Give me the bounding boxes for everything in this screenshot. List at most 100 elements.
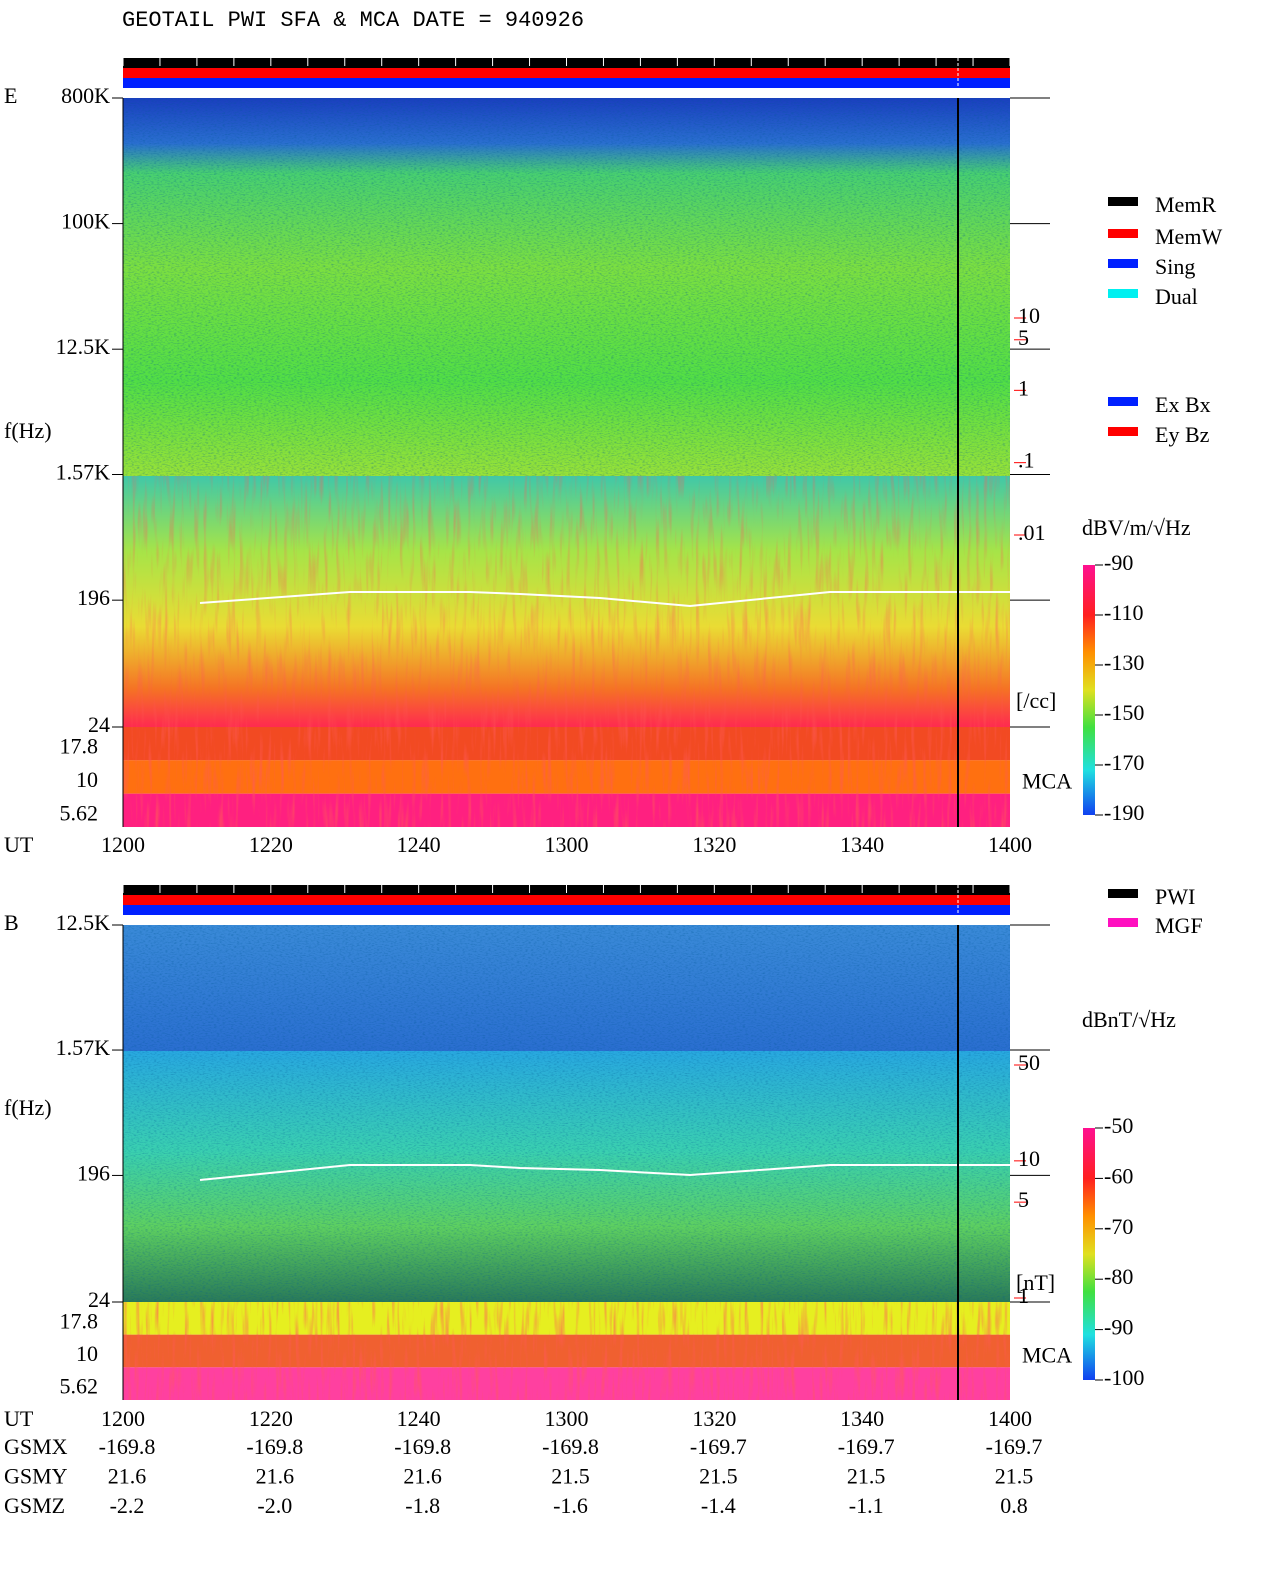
x-tick-label: 1300 xyxy=(545,1406,589,1431)
orbit-value: -1.4 xyxy=(701,1493,736,1518)
colorbar xyxy=(1083,1128,1095,1380)
mca-label: MCA xyxy=(1022,769,1072,794)
orbit-value: 0.8 xyxy=(1000,1493,1028,1518)
legend-label: Ey Bz xyxy=(1155,422,1210,447)
y-tick-label: 100K xyxy=(61,209,110,234)
x-tick-label: 1200 xyxy=(101,1406,145,1431)
y-axis-label: f(Hz) xyxy=(4,1095,52,1120)
colorbar-tick-label: -70 xyxy=(1104,1214,1133,1239)
status-strip xyxy=(123,78,1010,88)
orbit-label: GSMY xyxy=(4,1464,68,1489)
colorbar-tick-label: -50 xyxy=(1104,1113,1133,1138)
legend-swatch xyxy=(1108,889,1138,898)
density-tick-label: 10 xyxy=(1018,303,1040,328)
mca-tick-label: 5.62 xyxy=(60,800,99,825)
orbit-value: -169.7 xyxy=(690,1434,747,1459)
x-tick-label: 1400 xyxy=(988,832,1032,857)
orbit-label: GSMX xyxy=(4,1434,68,1459)
colorbar-tick-label: -170 xyxy=(1104,750,1144,775)
density-tick-label: 1 xyxy=(1018,1283,1029,1308)
y-axis-label: f(Hz) xyxy=(4,418,52,443)
density-tick-label: 1 xyxy=(1018,375,1029,400)
mca-tick-label: 5.62 xyxy=(60,1374,99,1399)
x-axis-label: UT xyxy=(4,1406,34,1431)
legend-label: Ex Bx xyxy=(1155,392,1211,417)
mca-label: MCA xyxy=(1022,1343,1072,1368)
legend-swatch xyxy=(1108,397,1138,406)
orbit-value: -2.0 xyxy=(257,1493,292,1518)
y-tick-label: 1.57K xyxy=(56,1035,111,1060)
legend-label: MemW xyxy=(1155,224,1222,249)
colorbar-tick-label: -90 xyxy=(1104,550,1133,575)
orbit-value: -1.1 xyxy=(849,1493,884,1518)
panel-label: E xyxy=(4,83,17,108)
density-tick-label: .01 xyxy=(1018,520,1046,545)
spectrogram-noise xyxy=(123,476,1010,727)
plasma-line xyxy=(199,591,1010,608)
legend-swatch xyxy=(1108,289,1138,298)
y-tick-label: 800K xyxy=(61,83,110,108)
density-unit: [nT] xyxy=(1016,1270,1055,1295)
mca-tick-label: 17.8 xyxy=(60,734,99,759)
x-tick-label: 1340 xyxy=(840,1406,884,1431)
orbit-value: -169.7 xyxy=(838,1434,895,1459)
orbit-value: -169.8 xyxy=(542,1434,599,1459)
mca-noise xyxy=(123,760,1010,794)
y-tick-label: 196 xyxy=(77,1160,110,1185)
colorbar-tick-label: -80 xyxy=(1104,1264,1133,1289)
status-strip xyxy=(123,905,1010,915)
x-tick-label: 1400 xyxy=(988,1406,1032,1431)
legend-swatch xyxy=(1108,197,1138,206)
x-tick-label: 1240 xyxy=(397,832,441,857)
orbit-value: 21.6 xyxy=(403,1464,442,1489)
orbit-value: 21.5 xyxy=(847,1464,886,1489)
orbit-value: 21.5 xyxy=(699,1464,738,1489)
x-tick-label: 1340 xyxy=(840,832,884,857)
orbit-value: -169.8 xyxy=(246,1434,303,1459)
orbit-value: -2.2 xyxy=(110,1493,145,1518)
mca-noise xyxy=(123,1367,1010,1400)
orbit-value: 21.6 xyxy=(256,1464,295,1489)
plasma-line xyxy=(199,1164,1010,1181)
spectrogram-noise xyxy=(123,1051,1010,1302)
density-tick-label: 10 xyxy=(1018,1146,1040,1171)
x-tick-label: 1300 xyxy=(545,832,589,857)
mca-tick-label: 17.8 xyxy=(60,1308,99,1333)
orbit-value: 21.5 xyxy=(995,1464,1034,1489)
mca-noise xyxy=(123,1302,1010,1335)
x-tick-label: 1240 xyxy=(397,1406,441,1431)
legend-swatch xyxy=(1108,259,1138,268)
orbit-value: -169.8 xyxy=(99,1434,156,1459)
spectrogram-noise xyxy=(123,925,1010,1051)
mca-tick-label: 10 xyxy=(76,1341,98,1366)
legend-label: Sing xyxy=(1155,254,1195,279)
colorbar-tick-label: -150 xyxy=(1104,700,1144,725)
orbit-value: 21.5 xyxy=(551,1464,590,1489)
density-tick-label: 5 xyxy=(1018,325,1029,350)
orbit-value: -169.8 xyxy=(394,1434,451,1459)
density-unit: [/cc] xyxy=(1016,688,1056,713)
mca-noise xyxy=(123,793,1010,827)
legend-swatch xyxy=(1108,427,1138,436)
legend-label: PWI xyxy=(1155,884,1195,909)
orbit-value: -1.8 xyxy=(405,1493,440,1518)
colorbar-tick-label: -90 xyxy=(1104,1315,1133,1340)
status-strip xyxy=(123,895,1010,905)
panel-label: B xyxy=(4,910,19,935)
density-tick-label: 50 xyxy=(1018,1050,1040,1075)
colorbar-label: dBV/m/√Hz xyxy=(1082,515,1191,540)
y-tick-label: 24 xyxy=(88,712,110,737)
spectrogram-noise xyxy=(123,98,1010,476)
orbit-value: 21.6 xyxy=(108,1464,147,1489)
x-axis-label: UT xyxy=(4,832,34,857)
colorbar-tick-label: -100 xyxy=(1104,1365,1144,1390)
legend-swatch xyxy=(1108,229,1138,238)
x-tick-label: 1220 xyxy=(249,1406,293,1431)
y-tick-label: 1.57K xyxy=(56,460,111,485)
colorbar-tick-label: -130 xyxy=(1104,650,1144,675)
colorbar-label: dBnT/√Hz xyxy=(1082,1007,1176,1032)
colorbar-tick-label: -190 xyxy=(1104,800,1144,825)
x-tick-label: 1220 xyxy=(249,832,293,857)
